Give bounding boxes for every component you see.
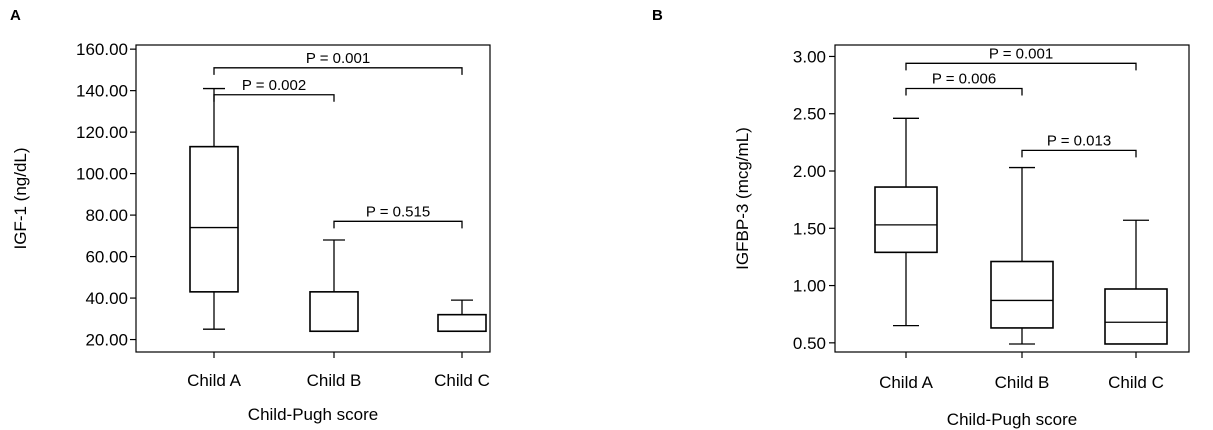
category-label-b: Child C: [1108, 373, 1164, 392]
p-value-label: P = 0.013: [1047, 132, 1111, 149]
comparison-bracket-b-1: P = 0.001: [905, 45, 1137, 71]
y-axis-title-b: IGFBP-3 (mcg/mL): [733, 127, 752, 270]
p-value-label: P = 0.006: [932, 71, 996, 88]
p-value-label: P = 0.001: [989, 45, 1053, 62]
category-label-a: Child A: [187, 371, 242, 390]
y-tick-label-a: 160.00: [76, 40, 128, 59]
y-tick-label-a: 40.00: [85, 289, 128, 308]
box-a-3: [437, 299, 487, 333]
comparison-bracket-b-2: P = 0.006: [905, 71, 1023, 96]
x-axis-title-a: Child-Pugh score: [248, 405, 378, 424]
y-tick-label-b: 1.50: [793, 219, 826, 238]
p-value-label: P = 0.001: [306, 50, 370, 67]
panel-letter-a: A: [10, 7, 21, 24]
box-b-1: [874, 117, 938, 327]
box-iqr: [189, 145, 239, 293]
category-label-b: Child A: [879, 373, 934, 392]
comparison-bracket-a-3: P = 0.515: [333, 203, 463, 229]
bracket-line: [333, 220, 463, 229]
box-iqr: [874, 186, 938, 254]
plot-frame-a: [135, 44, 491, 353]
box-iqr: [990, 260, 1054, 329]
box-a-1: [189, 87, 239, 330]
bracket-line: [905, 62, 1137, 71]
comparison-bracket-a-2: P = 0.002: [213, 77, 335, 102]
category-label-b: Child B: [995, 373, 1050, 392]
y-tick-label-b: 0.50: [793, 334, 826, 353]
box-iqr: [437, 313, 487, 333]
y-tick-label-b: 2.00: [793, 162, 826, 181]
bracket-line: [905, 87, 1023, 96]
category-label-a: Child B: [307, 371, 362, 390]
box-iqr: [1104, 288, 1168, 345]
comparison-bracket-b-3: P = 0.013: [1021, 132, 1137, 158]
y-tick-label-a: 140.00: [76, 82, 128, 101]
panel-letter-b: B: [652, 7, 663, 24]
panel-b: B 0.50 1.00 1.50 2.00 2.50 3.00 Child A Child B C…: [652, 7, 1190, 429]
y-tick-label-b: 3.00: [793, 47, 826, 66]
plot-frame-b: [834, 44, 1190, 353]
bracket-line: [1021, 149, 1137, 158]
category-label-a: Child C: [434, 371, 490, 390]
bracket-line: [213, 67, 463, 75]
x-axis-title-b: Child-Pugh score: [947, 410, 1077, 429]
box-b-2: [990, 166, 1054, 345]
bracket-line: [213, 94, 335, 102]
box-a-2: [309, 239, 359, 333]
comparison-bracket-a-1: P = 0.001: [213, 50, 463, 75]
y-tick-label-b: 1.00: [793, 277, 826, 296]
y-tick-label-a: 60.00: [85, 248, 128, 267]
y-tick-label-b: 2.50: [793, 105, 826, 124]
y-tick-label-a: 120.00: [76, 123, 128, 142]
panel-a: A 20.00 40.00 60.00 80.00 100.00 120.00 140.00 1…: [10, 7, 491, 424]
box-b-3: [1104, 219, 1168, 345]
y-tick-label-a: 80.00: [85, 206, 128, 225]
p-value-label: P = 0.002: [242, 77, 306, 94]
y-tick-label-a: 20.00: [85, 331, 128, 350]
p-value-label: P = 0.515: [366, 203, 430, 220]
y-tick-label-a: 100.00: [76, 165, 128, 184]
y-axis-title-a: IGF-1 (ng/dL): [11, 147, 30, 249]
box-iqr: [309, 291, 359, 333]
